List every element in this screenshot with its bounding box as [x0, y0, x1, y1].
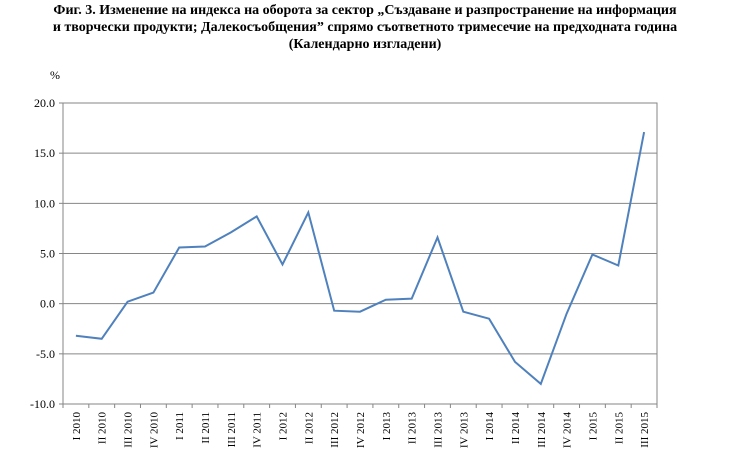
y-tick-label: 10.0 [34, 196, 55, 210]
x-tick-label: III 2011 [226, 412, 238, 447]
x-tick-label: II 2011 [200, 412, 212, 444]
x-tick-label: IV 2011 [252, 412, 264, 448]
x-tick-label: IV 2012 [355, 412, 367, 448]
x-tick-label: I 2013 [381, 412, 393, 441]
x-tick-label: II 2014 [510, 412, 522, 445]
x-tick-label: III 2014 [536, 412, 548, 448]
x-tick-label: I 2010 [71, 412, 83, 441]
chart-title: Фиг. 3. Изменение на индекса на оборота … [0, 2, 730, 53]
plot-frame [62, 102, 658, 405]
y-tick-label: 15.0 [34, 146, 55, 160]
y-tick-labels: 20.0 15.0 10.0 5.0 0.0 -5.0 -10.0 [30, 96, 55, 411]
x-tick-label: IV 2013 [458, 412, 470, 449]
x-tick-label: II 2010 [97, 412, 109, 445]
x-tick-label: I 2015 [587, 412, 599, 441]
x-tick-label: IV 2014 [562, 412, 574, 449]
x-tick-label: I 2014 [484, 412, 496, 441]
chart-title-line-3: (Календарно изгладени) [288, 37, 442, 52]
x-tick-labels: I 2010 II 2010 III 2010 IV 2010 I 2011 II 201… [71, 412, 651, 449]
x-tick-label: III 2015 [639, 412, 651, 448]
grid-lines [63, 102, 657, 355]
x-tick-label: IV 2010 [148, 412, 160, 449]
series-line [75, 131, 646, 386]
x-tick-label: I 2012 [278, 412, 290, 440]
x-tick-label: II 2012 [303, 412, 315, 444]
axes [59, 102, 658, 408]
y-tick-label: -5.0 [36, 347, 55, 361]
x-tick-label: II 2015 [613, 412, 625, 445]
y-tick-label: -10.0 [30, 397, 55, 411]
y-axis-label: % [50, 68, 60, 82]
chart-title-line-1: Фиг. 3. Изменение на индекса на оборота … [53, 3, 677, 18]
x-tick-label: II 2013 [407, 412, 419, 445]
x-tick-label: III 2012 [329, 412, 341, 448]
x-tick-label: III 2013 [432, 412, 444, 448]
series-lines [75, 131, 646, 386]
x-tick-label: III 2010 [123, 412, 135, 448]
y-tick-label: 20.0 [34, 96, 55, 110]
y-tick-label: 0.0 [40, 297, 55, 311]
x-tick-label: I 2011 [174, 412, 186, 440]
y-tick-label: 5.0 [40, 247, 55, 261]
chart-title-line-2: и творчески продукти; Далекосъобщения” с… [52, 20, 678, 35]
